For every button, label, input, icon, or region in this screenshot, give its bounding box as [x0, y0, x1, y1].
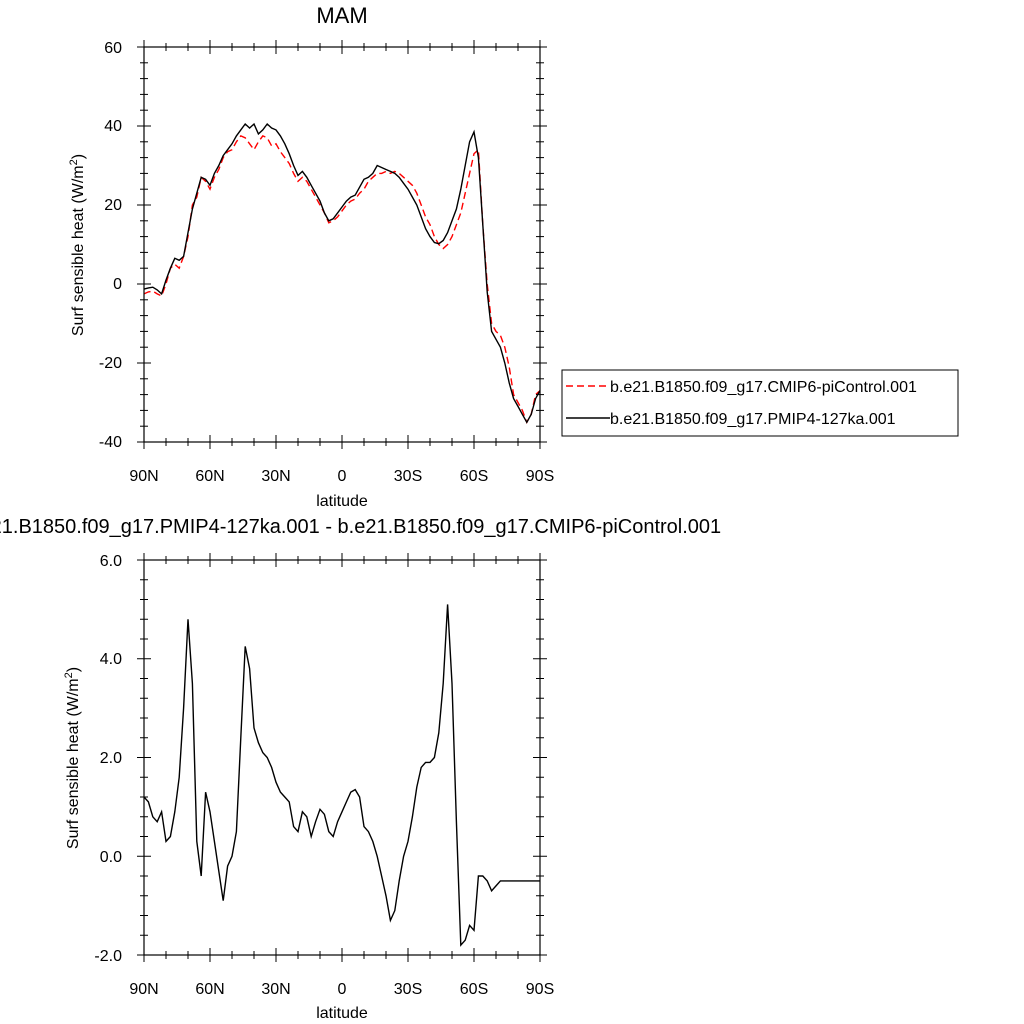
bottom-y-tick-label: 4.0 [100, 651, 122, 668]
top-x-tick-label: 90S [526, 468, 554, 485]
top-plot-frame [143, 46, 541, 443]
top-y-tick-label: 20 [104, 197, 122, 214]
top-x-tick-label: 30S [394, 468, 422, 485]
bottom-y-tick-label: 0.0 [100, 849, 122, 866]
top-y-tick-label: 60 [104, 40, 122, 57]
bottom-x-tick-label: 30N [261, 981, 290, 998]
top-x-tick-label: 90N [129, 468, 158, 485]
top-series-line-127ka [143, 122, 541, 424]
bottom-axis-ticks [137, 553, 547, 962]
top-y-tick-label: 0 [113, 276, 122, 293]
top-x-tick-labels: 90N 60N 30N 0 30S 60S 90S [129, 468, 554, 485]
bottom-chart-title: b.e21.B1850.f09_g17.PMIP4-127ka.001 - b.… [0, 516, 721, 538]
top-x-tick-label: 60S [460, 468, 488, 485]
bottom-x-axis-label: latitude [316, 1005, 368, 1022]
bottom-plot-frame [143, 559, 541, 956]
legend-label-picontrol: b.e21.B1850.f09_g17.CMIP6-piControl.001 [610, 379, 917, 396]
top-panel: MAM -40 -20 0 20 40 60 90N 60N 30N 0 30S… [68, 3, 959, 510]
bottom-x-tick-label: 90S [526, 981, 554, 998]
bottom-y-axis-label: Surf sensible heat (W/m2) [63, 667, 82, 849]
top-x-axis-label: latitude [316, 493, 368, 510]
top-chart-title: MAM [316, 3, 367, 28]
bottom-x-tick-label: 60N [195, 981, 224, 998]
bottom-y-tick-label: 2.0 [100, 750, 122, 767]
bottom-y-tick-label: -2.0 [94, 948, 122, 965]
top-y-tick-labels: -40 -20 0 20 40 60 [99, 40, 122, 451]
top-series-line-picontrol [143, 135, 541, 424]
bottom-x-tick-label: 30S [394, 981, 422, 998]
top-y-axis-label: Surf sensible heat (W/m2) [68, 154, 87, 336]
bottom-x-tick-label: 90N [129, 981, 158, 998]
top-x-tick-label: 30N [261, 468, 290, 485]
top-legend: b.e21.B1850.f09_g17.CMIP6-piControl.001 … [561, 369, 959, 437]
bottom-series-line-difference [143, 604, 540, 947]
legend-label-127ka: b.e21.B1850.f09_g17.PMIP4-127ka.001 [610, 411, 896, 428]
bottom-y-tick-label: 6.0 [100, 553, 122, 570]
legend-box [561, 369, 959, 437]
top-y-tick-label: -40 [99, 434, 122, 451]
top-y-tick-label: 40 [104, 118, 122, 135]
top-plot-lines [143, 122, 541, 424]
top-axis-ticks [137, 40, 547, 449]
top-x-tick-label: 60N [195, 468, 224, 485]
bottom-x-tick-labels: 90N 60N 30N 0 30S 60S 90S [129, 981, 554, 998]
top-x-tick-label: 0 [338, 468, 347, 485]
top-y-tick-label: -20 [99, 355, 122, 372]
bottom-y-tick-labels: -2.0 0.0 2.0 4.0 6.0 [94, 553, 122, 965]
bottom-x-tick-label: 60S [460, 981, 488, 998]
bottom-x-tick-label: 0 [338, 981, 347, 998]
bottom-panel: b.e21.B1850.f09_g17.PMIP4-127ka.001 - b.… [0, 516, 721, 1022]
